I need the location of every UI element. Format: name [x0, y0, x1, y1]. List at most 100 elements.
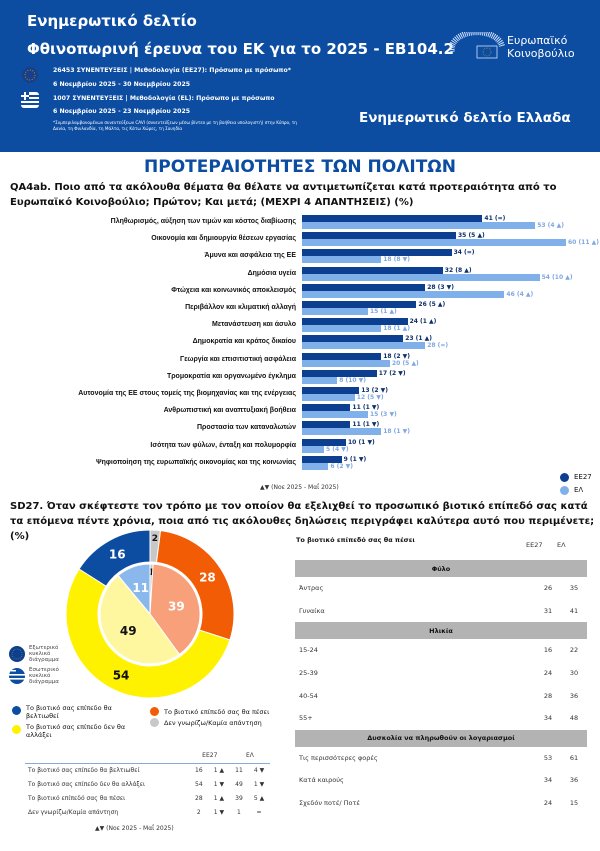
bar-el	[302, 445, 324, 453]
right-table-title: Το βιοτικό επίπεδό σας θα πέσει	[296, 536, 415, 544]
bar-value-label: 35 (5 ▲)	[458, 232, 485, 240]
eu-flag-icon	[9, 646, 25, 662]
bar-value-label: 53 (4 ▲)	[537, 222, 564, 229]
legend-dot	[12, 706, 21, 715]
table-cell-value: 41	[569, 606, 579, 615]
bar-ee27	[302, 335, 404, 343]
bar-ee27	[302, 232, 456, 240]
bar-ee27	[302, 352, 382, 360]
inner-value-label: 1	[148, 568, 154, 578]
bar-value-label: 23 (1 ▲)	[405, 335, 432, 343]
bar-ee27	[302, 455, 342, 463]
greek-flag-icon	[21, 92, 39, 108]
legend-item: Το βιοτικό επίπεδό σας θα πέσει	[150, 707, 290, 716]
bar-ee27	[302, 438, 346, 446]
table-row: Γυναίκα 31 41	[295, 600, 587, 623]
table-cell-value: 1	[237, 808, 241, 816]
table-cell-value: 1 ▲	[213, 766, 225, 774]
inner-slice	[117, 563, 151, 616]
table-cell-value: 11	[235, 766, 243, 774]
legend-dot	[12, 725, 21, 734]
table-cell-value: 16	[195, 766, 203, 774]
table-cell-value: 61	[569, 753, 579, 762]
bar-value-label: 11 (1 ▼)	[352, 404, 380, 412]
table-row: Το βιοτικό σας επίπεδο θα βελτιωθεί 16 1 ▲…	[25, 763, 270, 777]
table-cell-label: Το βιοτικό σας επίπεδο δεν θα αλλάξει	[28, 780, 146, 788]
bar-el	[302, 239, 566, 247]
bar-value-label: 32 (8 ▲)	[444, 266, 472, 274]
table-row: Το βιοτικό επίπεδό σας θα πέσει 28 1 ▲ 39 5 …	[25, 791, 270, 805]
table-row: Τις περισσότερες φορές 53 61	[295, 747, 587, 770]
table-cell-value: 28	[195, 794, 203, 802]
footnote: *Συμπεριλαμβανομένων συνεντεύξεων CAVI (…	[53, 120, 297, 131]
bar-el	[302, 411, 368, 419]
legend-label: ΕΕ27	[574, 473, 592, 481]
table-cell-value: 36	[569, 776, 579, 785]
bar-value-label: 34 (=)	[453, 249, 475, 257]
table-row: 55+ 34 48	[295, 707, 587, 730]
table-row: Σχεδόν ποτέ/ Ποτέ 24 15	[295, 792, 587, 815]
table-cell-value: 15	[569, 799, 579, 808]
table-cell-value: 36	[569, 691, 579, 700]
table-cell-value: 5 ▲	[253, 794, 265, 802]
bar-el	[302, 273, 540, 281]
bar-category-label: Ψηφιοποίηση της ευρωπαϊκής οικονομίας κα…	[95, 458, 296, 466]
bar-el	[302, 325, 382, 333]
table-cell-value: 31	[543, 606, 553, 615]
bar-value-label: 15 (1 ▲)	[370, 308, 397, 315]
bar-category-label: Ανθρωπιστική και αναπτυξιακή βοήθεια	[163, 407, 296, 415]
header-title: Ενημερωτικό δελτίο	[27, 12, 197, 30]
column-header: ΕΕ27	[202, 752, 218, 760]
bar-value-label: 54 (10 ▲)	[541, 273, 573, 281]
bar-value-label: 15 (3 ▼)	[370, 411, 397, 419]
table-cell-value: 49	[235, 780, 243, 788]
el-methodology: 1007 ΣΥΝΕΝΤΕΥΞΕΙΣ | Μεθοδολογία (EL): Πρ…	[53, 95, 275, 102]
table-row: 15-24 16 22	[295, 639, 587, 662]
bar-el	[302, 359, 390, 367]
table-cell-value: 28	[543, 691, 553, 700]
ring-legend-outer: Εξωτερικό κυκλικό διάγραμμα	[9, 645, 69, 663]
bar-category-label: Δημοκρατία και κράτος δικαίου	[192, 338, 296, 346]
demographics-table: Φύλο Άντρας 26 35 Γυναίκα 31 41 Ηλικία 15-24 16 22…	[295, 560, 587, 814]
legend-el: ΕΛ	[560, 485, 583, 495]
group-label: Ηλικία	[295, 622, 587, 640]
table-cell-label: Το βιοτικό σας επίπεδο θα βελτιωθεί	[28, 766, 140, 774]
table-row: Δεν γνωρίζω/Καμία απάντηση 2 1 ▼ 1 =	[25, 805, 270, 819]
inner-slice	[99, 574, 181, 665]
table-cell-value: 35	[569, 584, 579, 593]
bar-value-label: 41 (=)	[484, 215, 506, 222]
table-cell-value: 2	[196, 808, 201, 816]
bar-value-label: 18 (1 ▼)	[383, 428, 410, 436]
greek-flag-icon	[9, 668, 25, 684]
group-label: Φύλο	[295, 560, 587, 577]
bar-category-label: Γεωργία και επισιτιστική ασφάλεια	[180, 355, 296, 363]
table-cell-value: 4 ▼	[253, 766, 265, 774]
bar-ee27	[302, 266, 443, 274]
bar-ee27	[302, 283, 426, 291]
header-banner: Ενημερωτικό δελτίο Φθινοπωρινή έρευνα το…	[0, 0, 600, 152]
ring-legend-label: Εξωτερικό κυκλικό διάγραμμα	[29, 645, 59, 663]
table-row: Κατά καιρούς 34 36	[295, 769, 587, 792]
eu-dates: 6 Νοεμβρίου 2025 - 30 Νοεμβρίου 2025	[53, 81, 191, 88]
table-cell-label: Άντρας	[299, 584, 324, 593]
question-sd27: SD27. Όταν σκέφτεστε τον τρόπο με τον οπ…	[10, 501, 595, 542]
bar-value-label: 18 (2 ▼)	[383, 352, 410, 360]
bar-value-label: 18 (8 ▼)	[383, 256, 410, 264]
legend-label: Το βιοτικό σας επίπεδο δεν θα αλλάξει	[26, 723, 126, 739]
bar-el	[302, 428, 382, 436]
bar-value-label: 5 (4 ▼)	[326, 445, 349, 453]
table-cell-value: 39	[235, 794, 243, 802]
table-group-header: Φύλο	[295, 560, 587, 577]
logo-text: Ευρωπαϊκό Κοινοβούλιο	[507, 34, 575, 60]
table-cell-value: 1 ▼	[253, 780, 265, 788]
table-cell-value: =	[256, 808, 262, 816]
legend-dot	[150, 707, 159, 716]
living-standard-donut-chart: 2 28 54 16 1 39 49 11	[65, 530, 235, 699]
bar-ee27	[302, 421, 351, 429]
bar-value-label: 9 (1 ▼)	[343, 455, 367, 463]
legend-item: Το βιοτικό σας επίπεδο θα βελτιωθεί	[12, 704, 142, 720]
bar-el	[302, 462, 329, 470]
outer-value-label: 28	[199, 571, 216, 585]
bar-value-label: 28 (=)	[427, 342, 449, 350]
bar-value-label: 17 (2 ▼)	[378, 369, 406, 377]
